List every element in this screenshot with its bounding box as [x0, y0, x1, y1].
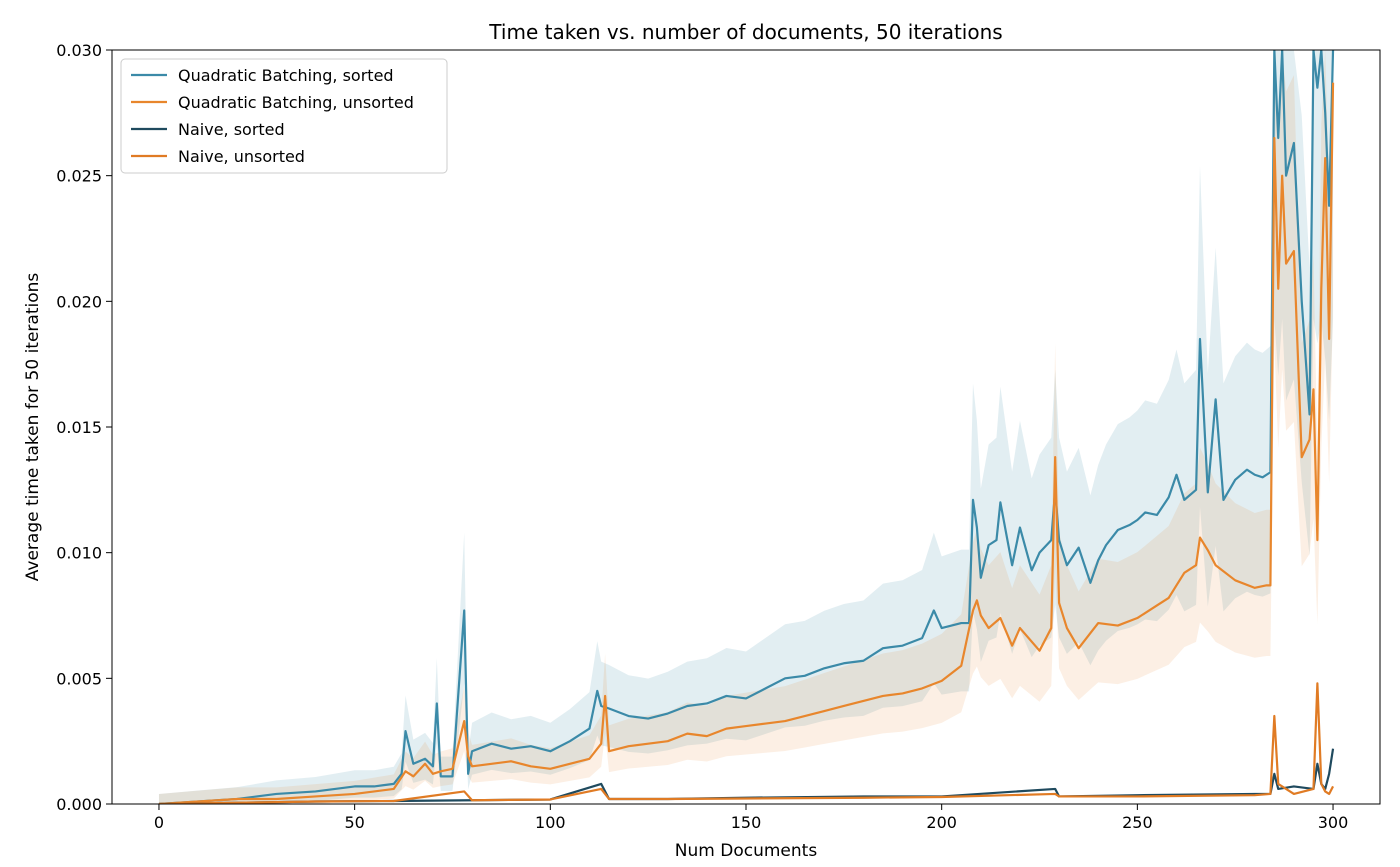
series-line-1 [158, 50, 1335, 804]
x-axis: 0 50 100 150 200 250 300 [154, 804, 1348, 832]
variance-bands [158, 50, 1334, 804]
x-tick-label: 0 [154, 813, 164, 832]
legend-label: Naive, unsorted [178, 147, 305, 166]
x-tick-label: 100 [535, 813, 566, 832]
legend-label: Quadratic Batching, sorted [178, 66, 394, 85]
y-axis-title: Average time taken for 50 iterations [23, 273, 43, 582]
legend-box [120, 58, 448, 174]
x-axis-title: Num Documents [675, 841, 818, 861]
variance-band [158, 50, 1334, 804]
y-tick-label: 0.030 [56, 41, 102, 60]
x-tick-label: 50 [344, 813, 364, 832]
y-tick-label: 0.010 [56, 544, 102, 563]
legend-label: Naive, sorted [178, 120, 285, 139]
series-line-2 [158, 82, 1335, 804]
y-tick-label: 0.025 [56, 167, 102, 186]
legend: Quadratic Batching, sorted Quadratic Batc… [120, 58, 448, 174]
y-tick-label: 0.015 [56, 418, 102, 437]
series-lines [158, 50, 1335, 804]
legend-label: Quadratic Batching, unsorted [178, 93, 414, 112]
y-tick-label: 0.005 [56, 669, 102, 688]
variance-band [158, 50, 1334, 804]
x-tick-label: 200 [926, 813, 957, 832]
y-tick-label: 0.000 [56, 795, 102, 814]
chart-title: Time taken vs. number of documents, 50 i… [488, 20, 1002, 44]
y-axis: 0.000 0.005 0.010 0.015 0.020 0.025 0.030 [56, 41, 112, 814]
x-tick-label: 150 [731, 813, 762, 832]
series-line-4 [158, 682, 1335, 804]
x-tick-label: 250 [1122, 813, 1153, 832]
x-tick-label: 300 [1318, 813, 1349, 832]
y-tick-label: 0.020 [56, 292, 102, 311]
